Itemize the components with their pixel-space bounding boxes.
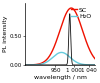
- H₂O: [54, 55, 56, 56]
- X-axis label: wavelength / nm: wavelength / nm: [34, 75, 87, 80]
- H₂O: [33, 64, 34, 65]
- H₂O: [25, 64, 26, 65]
- SC: [86, 41, 87, 42]
- Line: H₂O: H₂O: [25, 52, 95, 65]
- H₂O: [51, 58, 53, 59]
- Legend: SC, H₂O: SC, H₂O: [70, 7, 92, 20]
- SC: [93, 56, 94, 57]
- SC: [94, 58, 96, 59]
- Line: SC: SC: [25, 8, 95, 65]
- SC: [71, 8, 72, 9]
- H₂O: [94, 64, 96, 65]
- Y-axis label: PL intensity: PL intensity: [4, 16, 8, 52]
- SC: [54, 44, 56, 45]
- SC: [33, 64, 34, 65]
- SC: [51, 51, 53, 52]
- H₂O: [61, 52, 62, 53]
- H₂O: [37, 64, 38, 65]
- H₂O: [93, 64, 94, 65]
- SC: [25, 64, 26, 65]
- SC: [37, 64, 38, 65]
- H₂O: [86, 64, 87, 65]
